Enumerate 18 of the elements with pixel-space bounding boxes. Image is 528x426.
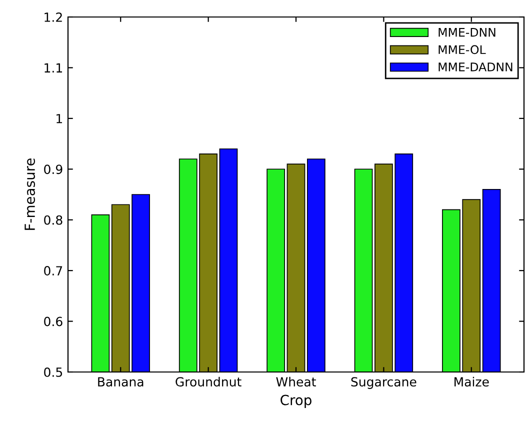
y-tick-label: 0.6 <box>44 316 62 326</box>
legend-label: MME-OL <box>438 45 486 54</box>
y-tick-label: 1.1 <box>44 63 62 72</box>
x-tick-label: Groundnut <box>176 376 242 387</box>
legend-label: MME-DNN <box>438 28 496 37</box>
x-tick-label: Wheat <box>276 376 316 387</box>
x-axis-title: Crop <box>280 394 312 408</box>
x-tick-label: Maize <box>454 376 489 387</box>
x-tick-label: Banana <box>98 377 144 387</box>
y-tick-label: 0.5 <box>44 367 62 377</box>
y-tick-label: 0.7 <box>44 266 62 276</box>
y-tick-label: 0.8 <box>44 215 62 225</box>
y-tick-label: 1.2 <box>44 12 62 22</box>
y-axis-title: F-measure <box>24 158 36 230</box>
y-tick-label: 0.9 <box>44 164 62 174</box>
y-tick-label: 1 <box>56 114 62 124</box>
legend-label: MME-DADNN <box>438 62 512 72</box>
x-tick-label: Sugarcane <box>351 377 416 389</box>
